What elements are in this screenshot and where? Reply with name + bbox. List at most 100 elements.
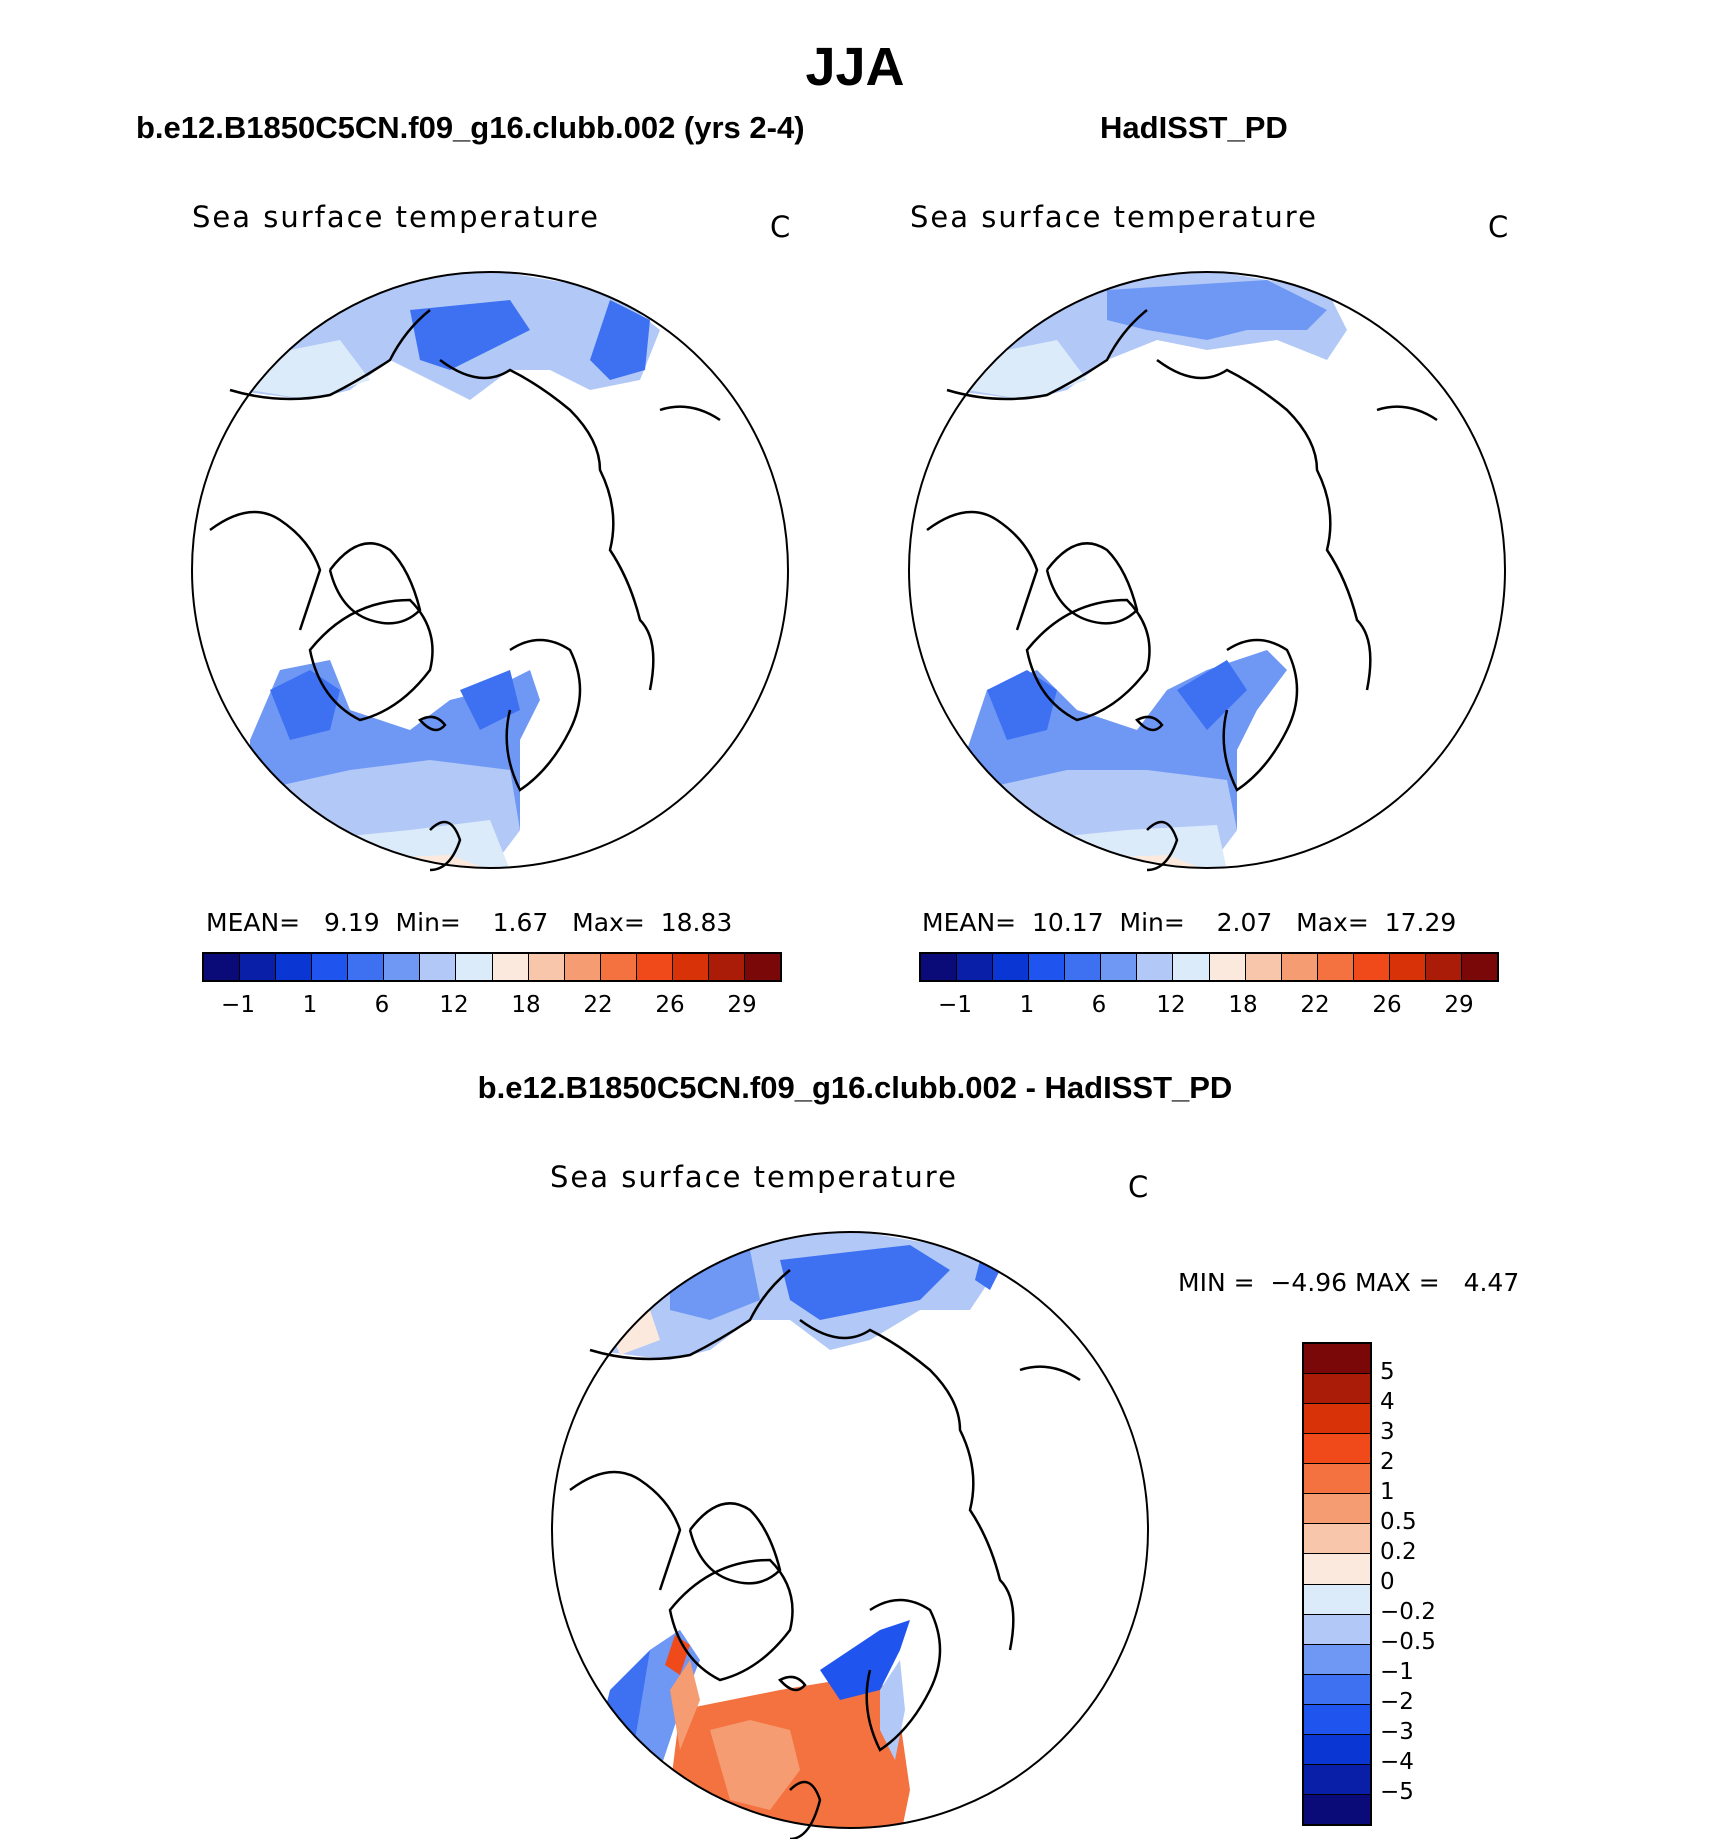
model-coastlines <box>209 309 721 872</box>
diff-colorbar-tick-label: 4 <box>1380 1389 1395 1415</box>
diff-atlantic-warm-edge <box>670 1660 700 1750</box>
obs-colorbar-tick-label: 26 <box>1372 992 1402 1018</box>
model-colorbar-swatch <box>600 954 637 980</box>
model-colorbar-swatch <box>240 954 277 980</box>
diff-coastlines <box>569 1269 1081 1839</box>
diff-colorbar-swatch <box>1304 1554 1370 1585</box>
diff-colorbar-tick-label: 3 <box>1380 1419 1395 1445</box>
obs-colorbar-tick-label: 12 <box>1156 992 1186 1018</box>
obs-norwegian-sst <box>1177 660 1247 730</box>
model-colorbar-tick-label: −1 <box>221 992 255 1018</box>
obs-panel-heading: HadISST_PD <box>1100 110 1288 145</box>
obs-colorbar-tick-label: −1 <box>938 992 972 1018</box>
model-colorbar-swatch <box>204 954 241 980</box>
obs-variable-label: Sea surface temperature <box>910 200 1318 234</box>
obs-coastlines <box>926 309 1438 872</box>
model-colorbar-tick-label: 22 <box>583 992 613 1018</box>
obs-pacific-sst-mild <box>967 340 1087 400</box>
obs-colorbar-swatch <box>1065 954 1102 980</box>
obs-colorbar-swatch <box>1209 954 1246 980</box>
model-polar-map <box>191 271 789 872</box>
diff-colorbar-tick-label: −3 <box>1380 1719 1414 1745</box>
diff-norwegian-cold <box>820 1620 910 1700</box>
obs-colorbar-swatch <box>1353 954 1390 980</box>
diff-colorbar-tick-label: 0.2 <box>1380 1539 1417 1565</box>
diff-stats: MIN = −4.96 MAX = 4.47 <box>1178 1268 1519 1297</box>
obs-colorbar-swatch <box>1281 954 1318 980</box>
diff-polar-map <box>551 1231 1149 1839</box>
diff-colorbar-tick-label: 0.5 <box>1380 1509 1417 1535</box>
model-colorbar-tick-label: 6 <box>374 992 390 1018</box>
model-panel-heading: b.e12.B1850C5CN.f09_g16.clubb.002 (yrs 2… <box>136 110 805 145</box>
diff-max-value: 4.47 <box>1463 1268 1520 1297</box>
diff-colorbar-swatch <box>1304 1494 1370 1525</box>
diff-min-label: MIN = <box>1178 1268 1255 1297</box>
model-colorbar-swatch <box>492 954 529 980</box>
obs-colorbar-swatch <box>1461 954 1497 980</box>
model-max-value: 18.83 <box>660 908 733 937</box>
obs-colorbar-tick-label: 22 <box>1300 992 1330 1018</box>
model-colorbar-swatch <box>744 954 780 980</box>
diff-colorbar-tick-label: −0.5 <box>1380 1629 1436 1655</box>
obs-colorbar-tick-label: 6 <box>1091 992 1107 1018</box>
model-colorbar-swatch <box>384 954 421 980</box>
obs-colorbar-swatch <box>921 954 958 980</box>
obs-colorbar-swatch <box>1389 954 1426 980</box>
diff-min-value: −4.96 <box>1270 1268 1348 1297</box>
diff-colorbar-swatch <box>1304 1764 1370 1795</box>
model-colorbar-ticks: −1 1 6 12 18 22 26 29 <box>202 992 782 1022</box>
model-variable-label: Sea surface temperature <box>192 200 600 234</box>
model-colorbar-tick-label: 1 <box>302 992 318 1018</box>
model-mean-value: 9.19 <box>323 908 380 937</box>
obs-colorbar-swatch <box>1245 954 1282 980</box>
diff-colorbar-tick-label: −0.2 <box>1380 1599 1436 1625</box>
diff-colorbar-swatch <box>1304 1524 1370 1555</box>
model-pacific-sst-mild <box>250 340 370 400</box>
diff-variable-label: Sea surface temperature <box>550 1160 958 1194</box>
obs-colorbar-tick-label: 1 <box>1019 992 1035 1018</box>
obs-labrador-sst <box>987 670 1057 740</box>
diff-panel-heading: b.e12.B1850C5CN.f09_g16.clubb.002 - HadI… <box>477 1070 1233 1105</box>
model-colorbar-tick-label: 12 <box>439 992 469 1018</box>
model-colorbar <box>202 952 782 982</box>
diff-colorbar-tick-label: −5 <box>1380 1779 1414 1805</box>
diff-colorbar-tick-label: −2 <box>1380 1689 1414 1715</box>
model-norwegian-sst <box>460 670 520 730</box>
obs-colorbar-swatch <box>993 954 1030 980</box>
model-colorbar-swatch <box>528 954 565 980</box>
diff-colorbar-swatch <box>1304 1584 1370 1615</box>
diff-colorbar <box>1302 1342 1372 1826</box>
obs-colorbar-tick-label: 29 <box>1444 992 1474 1018</box>
model-mean-label: MEAN= <box>206 908 301 937</box>
obs-colorbar-tick-label: 18 <box>1228 992 1258 1018</box>
figure-title: JJA <box>805 37 905 97</box>
model-colorbar-tick-label: 29 <box>727 992 757 1018</box>
model-colorbar-swatch <box>636 954 673 980</box>
diff-colorbar-swatch <box>1304 1644 1370 1675</box>
obs-mean-label: MEAN= <box>922 908 1017 937</box>
obs-colorbar-swatch <box>1317 954 1354 980</box>
model-units-label: C <box>770 210 791 244</box>
obs-colorbar-swatch <box>1101 954 1138 980</box>
model-labrador-sst <box>270 670 340 740</box>
obs-min-value: 2.07 <box>1216 908 1273 937</box>
diff-units-label: C <box>1128 1170 1149 1204</box>
model-colorbar-swatch <box>348 954 385 980</box>
model-stats: MEAN= 9.19 Min= 1.67 Max= 18.83 <box>206 908 732 937</box>
obs-pacific-sst-cool <box>1107 280 1327 340</box>
diff-colorbar-tick-label: 1 <box>1380 1479 1395 1505</box>
obs-colorbar-swatch <box>1137 954 1174 980</box>
model-min-value: 1.67 <box>492 908 549 937</box>
diff-colorbar-swatch <box>1304 1404 1370 1435</box>
obs-min-label: Min= <box>1119 908 1185 937</box>
obs-polar-map <box>908 271 1506 872</box>
obs-max-label: Max= <box>1296 908 1369 937</box>
diff-colorbar-swatch <box>1304 1734 1370 1765</box>
model-min-label: Min= <box>395 908 461 937</box>
diff-pacific-anom-pos <box>610 1310 660 1355</box>
obs-max-value: 17.29 <box>1384 908 1457 937</box>
diff-colorbar-swatch <box>1304 1464 1370 1495</box>
diff-colorbar-ticks: 5 4 3 2 1 0.5 0.2 0 −0.2 −0.5 −1 −2 −3 −4 −5 <box>1380 1342 1480 1826</box>
diff-colorbar-swatch <box>1304 1374 1370 1405</box>
diff-colorbar-swatch <box>1304 1674 1370 1705</box>
